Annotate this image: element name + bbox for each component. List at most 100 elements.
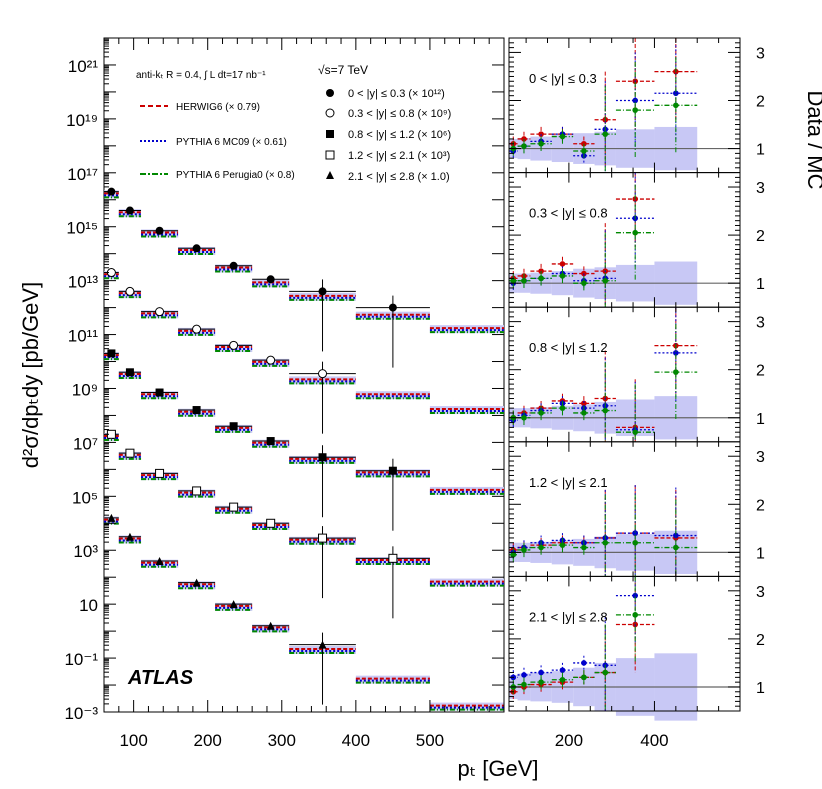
ratio-point-pythia-perugia [602,669,609,676]
y-tick-label: 10¹⁷ [67,165,98,184]
ratio-point-pythia-perugia [632,107,638,113]
data-point [192,406,201,415]
ratio-point-pythia-perugia [581,674,587,681]
y-tick-label: 10¹¹ [68,327,99,346]
ratio-point-pythia-perugia [602,131,609,137]
data-point [192,324,202,334]
legend-rap3: 1.2 < |y| ≤ 2.1 (× 10³) [348,150,450,162]
ratio-y-tick-label: 1 [756,411,765,428]
data-point [388,553,398,563]
y-tick-label: 10⁻³ [64,704,98,723]
data-point [155,388,164,397]
ratio-point-pythia-perugia [632,429,638,435]
ratio-point-pythia-perugia [602,407,609,414]
ratio-point-pythia-perugia [632,229,638,236]
cross-section-y-axis: 10⁻³ 10⁻¹ 10 10³ 10⁵ 10⁷ 10⁹ 10¹¹ 10¹³ 10¹⁵ 10¹⁷ 10… [64,37,504,723]
left-y-axis-title: d²σ/dpₜdy [pb/GeV] [18,282,43,468]
ratio-panel-label: 0.8 < |y| ≤ 1.2 [529,340,608,355]
data-point [192,578,201,587]
legend-rap2-marker [326,130,334,138]
data-point [125,286,135,296]
ratio-panel: 1 2 3 2.1 < |y| ≤ 2.8 [508,575,765,721]
ratio-point-pythia-mc09 [673,90,679,97]
ratio-point-pythia-mc09 [521,672,527,678]
ratio-y-tick-label: 1 [756,142,765,159]
y-tick-label: 10²¹ [68,57,99,76]
ratio-point-pythia-perugia [559,273,566,279]
ratio-point-pythia-perugia [521,143,527,149]
right-y-axis-title: Data / MC [803,90,822,189]
legend-rap0-marker [326,89,334,97]
data-point [155,307,165,317]
data-point [266,621,275,630]
ratio-point-pythia-perugia [581,280,587,286]
data-point [318,369,328,379]
ratio-point-pythia-perugia [581,410,587,416]
y-tick-label: 10⁷ [73,434,98,453]
ratio-point-pythia-perugia [559,542,566,548]
x-tick-label: 500 [416,731,444,750]
data-point [388,303,397,312]
y-tick-label: 10⁹ [72,380,98,399]
ratio-panel: 1 2 3 0.3 < |y| ≤ 0.8 [508,172,765,308]
ratio-x-tick-label: 200 [555,731,583,750]
ratio-point-pythia-perugia [673,544,679,551]
data-point [125,448,135,458]
ratio-point-pythia-perugia [521,681,527,688]
ratio-point-pythia-perugia [602,277,609,284]
ratio-point-pythia-mc09 [538,669,544,676]
ratio-y-tick-label: 2 [756,632,765,649]
ratio-point-pythia-mc09 [632,97,638,104]
data-point [229,600,238,609]
ratio-y-tick-label: 2 [756,228,765,245]
cross-section-frame [103,37,505,713]
ratio-y-tick-label: 3 [756,449,765,466]
legend-rap1: 0.3 < |y| ≤ 0.8 (× 10⁹) [348,108,451,120]
ratio-y-tick-label: 1 [756,276,765,293]
y-tick-label: 10¹⁹ [66,111,98,130]
data-point [318,640,327,649]
x-axis-title: pₜ [GeV] [457,756,538,781]
ratio-point-pythia-perugia [673,369,679,375]
legend-pythia-mc09: PYTHIA 6 MC09 (× 0.61) [176,137,287,148]
cross-section-x-axis: 100 200 300 400 500 [103,38,505,750]
data-point [229,261,238,270]
y-tick-label: 10⁵ [72,488,98,507]
ratio-point-pythia-perugia [581,544,587,551]
cross-section-mc-bands [104,190,504,711]
legend-pythia-perugia: PYTHIA 6 Perugia0 (× 0.8) [176,170,295,181]
legend-rap4-marker [326,171,334,179]
data-point [318,453,327,462]
data-point [125,206,134,215]
data-point [107,349,116,358]
ratio-point-pythia-perugia [538,679,544,685]
data-point [266,518,276,528]
ratio-panel-label: 0 < |y| ≤ 0.3 [529,71,597,86]
ratio-point-herwig [559,261,566,267]
ratio-point-pythia-perugia [521,414,527,421]
ratio-point-pythia-mc09 [632,530,638,536]
ratio-plots: 1 2 3 0 < |y| ≤ 0.3 1 2 3 0.3 < |y| ≤ 0.8 1 2 3 0.8… [508,37,765,750]
data-point [155,557,164,566]
y-tick-label: 10¹⁵ [66,219,98,238]
ratio-panel-label: 0.3 < |y| ≤ 0.8 [529,206,608,221]
legend-rap3-marker [325,150,335,160]
ratio-point-herwig [581,400,587,407]
data-point [318,287,327,296]
algorithm-label: anti-kₜ R = 0.4, ∫ L dt=17 nb⁻¹ [136,70,266,81]
ratio-point-pythia-perugia [510,551,517,558]
ratio-y-tick-label: 3 [756,180,765,197]
data-point [266,355,276,365]
ratio-point-pythia-perugia [538,140,544,147]
data-point [107,513,116,522]
x-tick-label: 100 [119,731,147,750]
data-point [155,468,165,478]
cross-section-plot: 10⁻³ 10⁻¹ 10 10³ 10⁵ 10⁷ 10⁹ 10¹¹ 10¹³ 10¹⁵ 10¹⁷ 10… [64,37,505,750]
ratio-point-pythia-perugia [510,277,517,284]
ratio-point-pythia-perugia [538,410,544,416]
data-point [155,226,164,235]
ratio-point-pythia-perugia [559,676,566,683]
x-tick-label: 400 [342,731,370,750]
legend-rap2: 0.8 < |y| ≤ 1.2 (× 10⁶) [348,129,451,141]
data-point [266,437,275,446]
